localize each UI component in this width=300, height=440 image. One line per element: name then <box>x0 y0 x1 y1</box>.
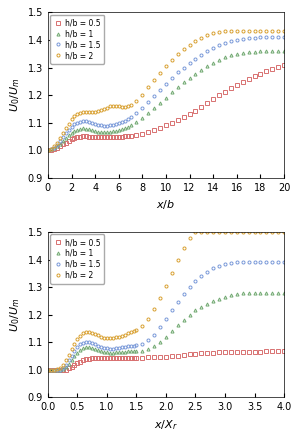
h/b = 1.5 <box>108 346 112 351</box>
X-axis label: $x/b$: $x/b$ <box>156 198 176 211</box>
Line: h/b = 2: h/b = 2 <box>46 29 286 152</box>
h/b = 0.5 <box>276 64 280 70</box>
h/b = 2 <box>212 229 215 235</box>
h/b = 1.5 <box>105 123 109 128</box>
h/b = 2 <box>276 29 280 34</box>
h/b = 0.5 <box>247 77 250 82</box>
h/b = 1 <box>282 48 286 54</box>
h/b = 1 <box>108 350 112 356</box>
h/b = 2 <box>158 296 162 301</box>
h/b = 1 <box>49 367 53 373</box>
h/b = 0.5 <box>46 367 50 373</box>
h/b = 1.5 <box>76 120 79 125</box>
h/b = 1.5 <box>49 367 53 373</box>
h/b = 1.5 <box>64 131 68 136</box>
h/b = 2 <box>141 323 144 328</box>
h/b = 1 <box>52 367 56 373</box>
X-axis label: $x/X_r$: $x/X_r$ <box>154 418 178 432</box>
h/b = 0.5 <box>85 134 88 139</box>
h/b = 1 <box>276 48 280 54</box>
h/b = 1 <box>247 290 250 295</box>
h/b = 2 <box>282 229 286 235</box>
h/b = 1.5 <box>282 260 286 265</box>
h/b = 1 <box>64 136 68 141</box>
h/b = 2 <box>223 29 227 34</box>
h/b = 1.5 <box>85 118 88 124</box>
h/b = 1.5 <box>46 148 50 153</box>
h/b = 0.5 <box>164 354 168 359</box>
h/b = 1 <box>146 347 150 352</box>
Line: h/b = 1: h/b = 1 <box>46 291 286 372</box>
h/b = 0.5 <box>64 140 68 145</box>
h/b = 1.5 <box>46 367 50 373</box>
h/b = 1.5 <box>265 34 268 40</box>
Line: h/b = 1.5: h/b = 1.5 <box>46 261 286 372</box>
h/b = 1.5 <box>176 299 180 304</box>
h/b = 1.5 <box>276 34 280 40</box>
h/b = 2 <box>253 29 256 34</box>
h/b = 1 <box>247 49 250 55</box>
Y-axis label: $U_0/U_m$: $U_0/U_m$ <box>8 78 22 112</box>
h/b = 1 <box>282 290 286 295</box>
h/b = 0.5 <box>176 353 180 358</box>
h/b = 1 <box>85 126 88 132</box>
h/b = 1.5 <box>235 260 238 265</box>
h/b = 1 <box>76 127 79 132</box>
Legend: h/b = 0.5, h/b = 1, h/b = 1.5, h/b = 2: h/b = 0.5, h/b = 1, h/b = 1.5, h/b = 2 <box>50 234 104 284</box>
h/b = 2 <box>170 270 174 275</box>
h/b = 2 <box>76 112 79 117</box>
h/b = 1.5 <box>52 367 56 373</box>
h/b = 2 <box>105 335 109 341</box>
Line: h/b = 0.5: h/b = 0.5 <box>46 349 286 372</box>
h/b = 1 <box>212 298 215 304</box>
h/b = 0.5 <box>282 62 286 67</box>
h/b = 2 <box>49 367 53 373</box>
h/b = 1 <box>176 323 180 328</box>
h/b = 2 <box>46 148 50 153</box>
Line: h/b = 0.5: h/b = 0.5 <box>46 63 286 152</box>
h/b = 1 <box>164 334 168 339</box>
Line: h/b = 1.5: h/b = 1.5 <box>46 36 286 152</box>
h/b = 1.5 <box>212 266 215 271</box>
h/b = 0.5 <box>55 368 58 373</box>
h/b = 0.5 <box>49 367 53 373</box>
h/b = 1.5 <box>146 337 150 343</box>
h/b = 1 <box>46 367 50 373</box>
h/b = 0.5 <box>282 348 286 354</box>
h/b = 1.5 <box>282 34 286 40</box>
h/b = 2 <box>282 29 286 34</box>
h/b = 1.5 <box>164 316 168 322</box>
h/b = 0.5 <box>105 135 109 140</box>
h/b = 2 <box>194 229 197 235</box>
h/b = 0.5 <box>76 135 79 140</box>
h/b = 2 <box>46 367 50 373</box>
Y-axis label: $U_0/U_m$: $U_0/U_m$ <box>8 297 22 332</box>
h/b = 2 <box>105 105 109 110</box>
h/b = 2 <box>64 125 68 131</box>
h/b = 0.5 <box>212 350 215 356</box>
h/b = 0.5 <box>46 148 50 153</box>
h/b = 0.5 <box>146 355 150 360</box>
Line: h/b = 2: h/b = 2 <box>46 231 286 371</box>
h/b = 1 <box>265 48 268 54</box>
h/b = 1 <box>105 129 109 135</box>
h/b = 0.5 <box>108 355 112 360</box>
Legend: h/b = 0.5, h/b = 1, h/b = 1.5, h/b = 2: h/b = 0.5, h/b = 1, h/b = 1.5, h/b = 2 <box>50 15 104 64</box>
h/b = 1 <box>46 148 50 153</box>
Line: h/b = 1: h/b = 1 <box>46 49 286 152</box>
h/b = 2 <box>85 109 88 114</box>
h/b = 1.5 <box>247 35 250 40</box>
